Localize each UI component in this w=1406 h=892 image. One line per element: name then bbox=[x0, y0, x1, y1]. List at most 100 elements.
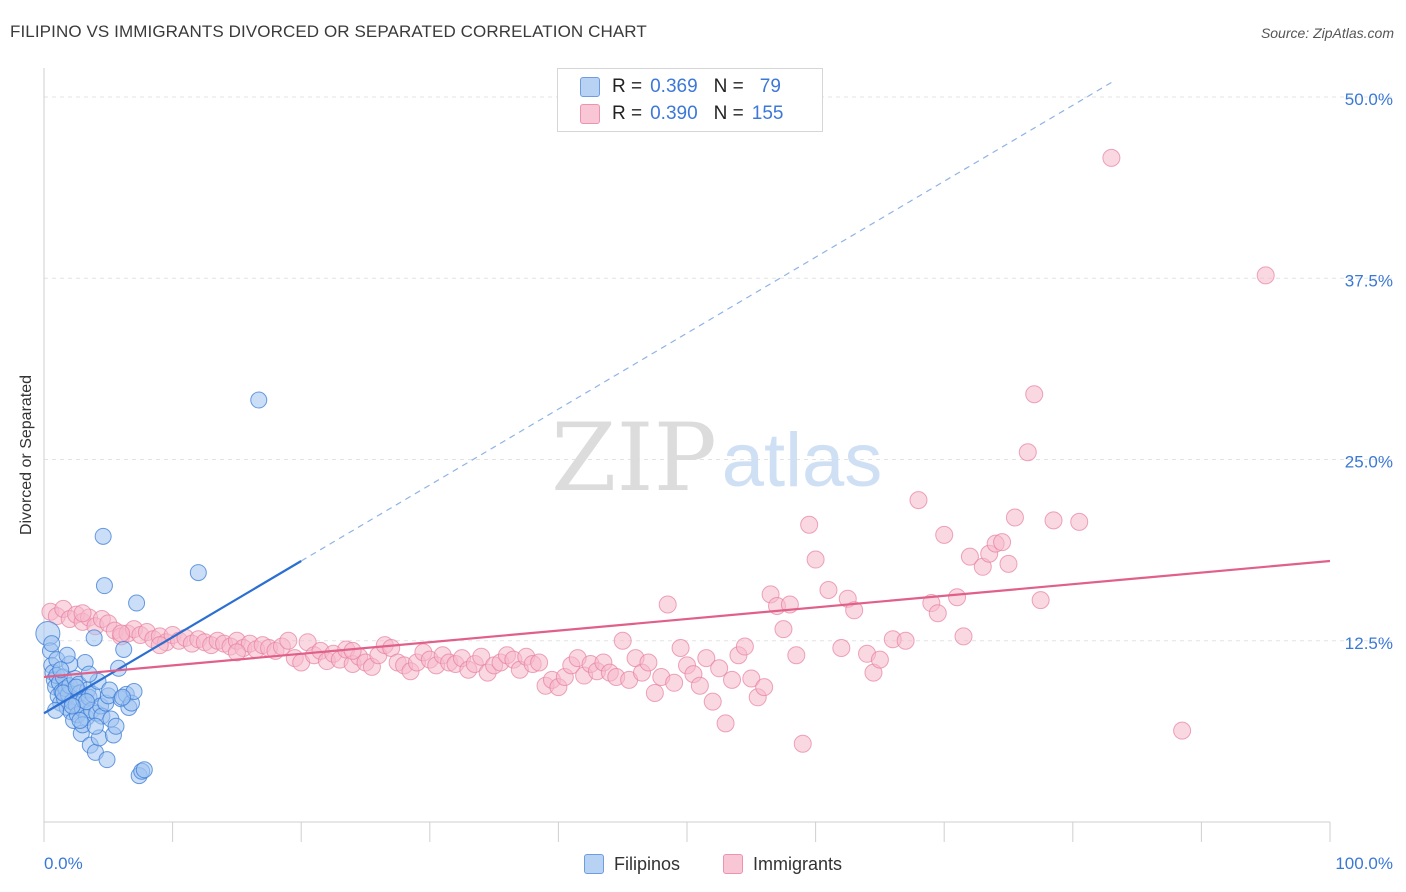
legend-n-value: 79 bbox=[759, 76, 781, 97]
immigrants-point bbox=[935, 525, 954, 544]
gridlines bbox=[44, 96, 1392, 642]
immigrants-point bbox=[613, 631, 632, 650]
immigrants-point bbox=[806, 550, 825, 569]
immigrants-point bbox=[716, 714, 735, 733]
chart-title: FILIPINO VS IMMIGRANTS DIVORCED OR SEPAR… bbox=[10, 22, 647, 41]
immigrants-point bbox=[999, 554, 1018, 573]
immigrants-point bbox=[112, 624, 131, 643]
filipinos-point bbox=[43, 635, 61, 653]
filipinos-point bbox=[115, 640, 133, 658]
immigrants-point bbox=[787, 646, 806, 665]
filipinos-point bbox=[52, 661, 70, 679]
filipinos-trend-line bbox=[43, 560, 302, 715]
immigrants-point bbox=[993, 533, 1012, 552]
legend-row-immigrants: R = 0.390 N = 155 bbox=[580, 102, 783, 126]
filipinos-point bbox=[128, 594, 146, 612]
y-tick-label: 50.0% bbox=[1345, 90, 1393, 109]
filipinos-point bbox=[98, 751, 116, 769]
immigrants-point bbox=[73, 604, 92, 623]
filipinos-trend-extension bbox=[300, 81, 1112, 562]
filipinos-point bbox=[58, 646, 76, 664]
immigrants-point bbox=[645, 683, 664, 702]
immigrants-point bbox=[343, 641, 362, 660]
immigrants-point bbox=[909, 491, 928, 510]
immigrants-point bbox=[227, 643, 246, 662]
watermark-zip: ZIP bbox=[551, 404, 717, 513]
immigrants-point bbox=[948, 588, 967, 607]
immigrants-point bbox=[774, 620, 793, 639]
bottom-legend-filipinos: Filipinos bbox=[584, 852, 680, 876]
filipinos-point bbox=[85, 629, 103, 647]
immigrants-point bbox=[1070, 512, 1089, 531]
immigrants-point bbox=[896, 631, 915, 650]
immigrants-point bbox=[954, 627, 973, 646]
immigrants-point bbox=[665, 673, 684, 692]
bottom-legend-label-filipinos: Filipinos bbox=[614, 853, 681, 874]
filipinos-point bbox=[189, 564, 207, 582]
immigrants-point bbox=[690, 676, 709, 695]
immigrants-point bbox=[1044, 511, 1063, 530]
watermark-atlas: atlas bbox=[722, 418, 883, 503]
immigrants-point bbox=[793, 734, 812, 753]
filipinos-point bbox=[77, 693, 95, 711]
legend-row-filipinos: R = 0.369 N = 79 bbox=[580, 75, 781, 99]
legend-n-label: N = bbox=[713, 103, 744, 124]
filipinos-point bbox=[101, 681, 119, 699]
legend-n-value: 155 bbox=[751, 103, 784, 124]
immigrants-point bbox=[1031, 591, 1050, 610]
source-label: Source: ZipAtlas.com bbox=[1260, 25, 1394, 41]
filipinos-point bbox=[135, 761, 153, 779]
axes bbox=[43, 68, 1331, 842]
x-tick-label: 0.0% bbox=[44, 854, 83, 873]
y-tick-label: 25.0% bbox=[1345, 453, 1393, 472]
trend-lines bbox=[43, 81, 1331, 715]
filipinos-point bbox=[113, 688, 131, 706]
tick-labels: 12.5% 25.0% 37.5% 50.0% 0.0% 100.0% bbox=[44, 90, 1393, 873]
immigrants-point bbox=[1256, 266, 1275, 285]
filipinos-point bbox=[86, 717, 104, 735]
immigrants-points bbox=[41, 148, 1275, 753]
filipinos-point bbox=[94, 527, 112, 545]
immigrants-point bbox=[530, 653, 549, 672]
immigrants-point bbox=[703, 692, 722, 711]
immigrants-point bbox=[1025, 385, 1044, 404]
immigrants-point bbox=[1173, 721, 1192, 740]
y-tick-label: 37.5% bbox=[1345, 271, 1393, 290]
immigrants-point bbox=[832, 639, 851, 657]
filipinos-point bbox=[250, 391, 268, 409]
filipinos-point bbox=[67, 678, 85, 696]
legend-swatch-immigrants bbox=[580, 104, 600, 124]
legend-r-label: R = bbox=[612, 103, 643, 124]
immigrants-point bbox=[1018, 443, 1037, 462]
filipinos-point bbox=[107, 717, 125, 735]
immigrants-point bbox=[755, 678, 774, 697]
immigrants-trend-line bbox=[43, 559, 1331, 679]
bottom-legend-label-immigrants: Immigrants bbox=[753, 853, 843, 874]
immigrants-point bbox=[735, 637, 754, 656]
immigrants-point bbox=[742, 669, 761, 688]
immigrants-point bbox=[671, 639, 690, 657]
legend-swatch-filipinos bbox=[580, 77, 600, 97]
immigrants-point bbox=[472, 647, 491, 666]
y-tick-label: 12.5% bbox=[1345, 634, 1393, 653]
immigrants-point bbox=[723, 670, 742, 689]
watermark: ZIP atlas bbox=[551, 404, 882, 513]
immigrants-point bbox=[819, 581, 838, 599]
x-tick-label: 100.0% bbox=[1335, 854, 1393, 873]
immigrants-point bbox=[639, 653, 658, 672]
immigrants-point bbox=[845, 601, 864, 620]
immigrants-point bbox=[658, 595, 677, 614]
legend: R = 0.369 N = 79 R = 0.390 N = 155 bbox=[557, 68, 823, 132]
filipinos-point bbox=[95, 577, 113, 595]
immigrants-point bbox=[697, 649, 716, 668]
filipinos-point bbox=[71, 712, 89, 729]
immigrants-point bbox=[870, 650, 889, 669]
immigrants-point bbox=[800, 515, 819, 534]
legend-r-label: R = bbox=[612, 76, 643, 97]
filipinos-point bbox=[63, 697, 81, 715]
immigrants-point bbox=[710, 659, 729, 678]
bottom-legend-immigrants: Immigrants bbox=[723, 852, 842, 876]
legend-n-label: N = bbox=[713, 76, 744, 97]
immigrants-point bbox=[1102, 148, 1121, 167]
